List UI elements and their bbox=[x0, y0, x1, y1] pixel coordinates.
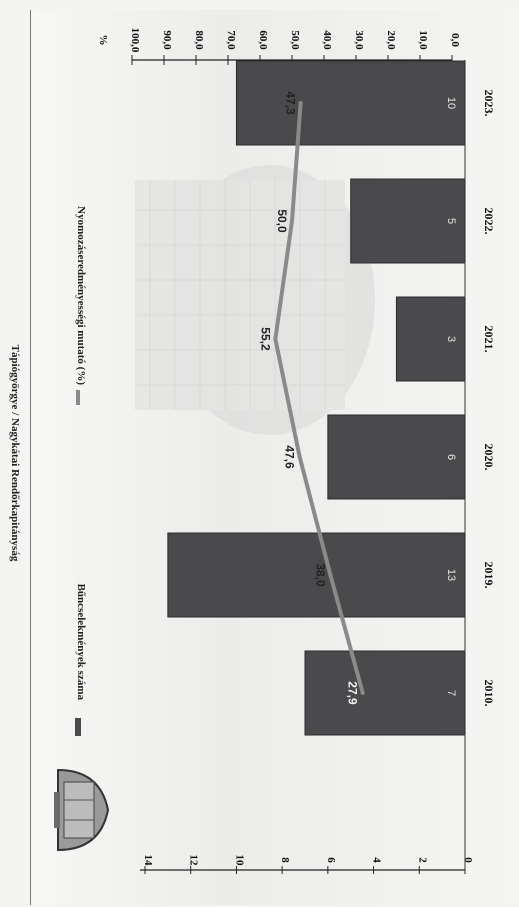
line-series bbox=[273, 101, 365, 695]
line-point bbox=[360, 691, 365, 695]
legend-swatch-bars bbox=[75, 718, 81, 736]
line-value-label: 47,3 bbox=[284, 91, 298, 115]
left-axis-tick-label: 6 bbox=[325, 857, 337, 863]
bar bbox=[235, 60, 466, 146]
left-axis-tick-label: 10 bbox=[233, 855, 245, 867]
right-axis-tick-label: 30,0 bbox=[353, 30, 365, 50]
chart-axes: 0 2 4 6 8 10 12 14 0,0 10,0 20,0 30,0 40,0 50,0 60,0 70… bbox=[97, 28, 496, 874]
bar bbox=[395, 296, 466, 382]
background-building-image bbox=[135, 165, 375, 435]
legend-label-bars: Bűncselekmények száma bbox=[75, 584, 87, 701]
bar bbox=[304, 650, 466, 736]
right-axis-unit-label: % bbox=[97, 35, 109, 46]
right-axis-tick-label: 0,0 bbox=[449, 33, 461, 47]
line-path bbox=[273, 102, 365, 694]
category-tick-label: 2010. bbox=[482, 680, 496, 707]
bar bbox=[327, 414, 466, 500]
right-axis-tick-label: 100,0 bbox=[129, 28, 141, 53]
right-axis-tick-label: 10,0 bbox=[417, 30, 429, 50]
right-axis-tick-label: 80,0 bbox=[193, 30, 205, 50]
right-axis-tick-label: 60,0 bbox=[257, 30, 269, 50]
right-axis-tick-label: 50,0 bbox=[289, 30, 301, 50]
line-point bbox=[297, 455, 302, 459]
line-value-label: 27,9 bbox=[346, 681, 360, 705]
bar-value-label: 7 bbox=[445, 690, 457, 696]
line-point bbox=[273, 337, 278, 341]
legend: Bűncselekmények száma Nyomozáseredményess… bbox=[75, 206, 87, 736]
category-tick-label: 2020. bbox=[482, 444, 496, 471]
left-axis-tick-label: 8 bbox=[279, 857, 291, 863]
left-axis-tick-label: 0 bbox=[462, 857, 474, 863]
left-axis-tick-label: 12 bbox=[188, 855, 200, 867]
left-axis-tick-label: 14 bbox=[142, 855, 154, 867]
bar-series bbox=[167, 60, 466, 736]
category-tick-label: 2019. bbox=[482, 562, 496, 589]
bar-value-label: 3 bbox=[445, 336, 457, 342]
line-value-label: 47,6 bbox=[283, 445, 297, 469]
left-axis-tick-label: 4 bbox=[371, 857, 383, 863]
bar bbox=[167, 532, 466, 618]
line-point bbox=[290, 219, 294, 223]
bar-value-label: 6 bbox=[445, 454, 457, 460]
right-axis-tick-label: 90,0 bbox=[161, 30, 173, 50]
line-value-label: 38,0 bbox=[313, 563, 327, 587]
value-labels: 7 13 6 3 5 10 27,9 38,0 47,6 55,2 50,0 47,3 bbox=[258, 91, 457, 705]
line-value-label: 55,2 bbox=[258, 327, 272, 351]
right-axis-tick-label: 20,0 bbox=[385, 30, 397, 50]
bar-value-label: 13 bbox=[445, 569, 457, 581]
category-tick-label: 2023. bbox=[482, 90, 496, 117]
bar-value-label: 10 bbox=[445, 97, 457, 109]
line-value-label: 50,0 bbox=[275, 209, 289, 233]
category-tick-label: 2022. bbox=[482, 208, 496, 235]
left-axis-tick-label: 2 bbox=[416, 857, 428, 863]
right-axis-tick-label: 40,0 bbox=[321, 30, 333, 50]
category-tick-label: 2021. bbox=[482, 326, 496, 353]
bar-value-label: 5 bbox=[445, 218, 457, 224]
coat-of-arms-emblem bbox=[54, 768, 110, 852]
right-axis-tick-label: 70,0 bbox=[225, 30, 237, 50]
line-point bbox=[328, 573, 333, 577]
line-point bbox=[298, 101, 303, 105]
legend-label-line: Nyomozáseredményességi mutató (%) bbox=[75, 206, 87, 385]
bar bbox=[350, 178, 466, 264]
